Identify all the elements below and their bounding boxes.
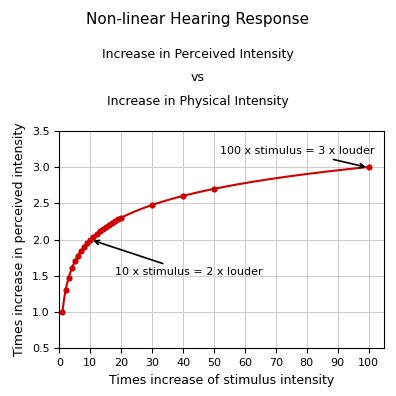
Point: [81, 244, 87, 250]
Point: [59, 309, 66, 315]
Text: Increase in Physical Intensity: Increase in Physical Intensity: [107, 95, 289, 108]
Point: [65, 274, 72, 281]
Point: [99, 226, 106, 232]
Point: [149, 202, 155, 208]
Point: [84, 240, 90, 246]
Text: vs: vs: [191, 71, 205, 84]
Text: Non-linear Hearing Response: Non-linear Hearing Response: [86, 12, 310, 27]
Point: [109, 220, 115, 226]
Text: Increase in Perceived Intensity: Increase in Perceived Intensity: [102, 48, 294, 61]
Point: [103, 224, 109, 230]
Point: [93, 230, 100, 237]
Point: [112, 218, 118, 224]
Point: [87, 236, 93, 243]
Point: [211, 186, 217, 192]
Point: [180, 193, 186, 199]
Point: [118, 215, 124, 221]
Point: [106, 222, 112, 228]
X-axis label: Times increase of stimulus intensity: Times increase of stimulus intensity: [109, 374, 334, 387]
Point: [72, 258, 78, 265]
Text: 100 x stimulus = 3 x louder: 100 x stimulus = 3 x louder: [220, 146, 375, 168]
Point: [78, 248, 84, 254]
Point: [63, 287, 69, 293]
Point: [366, 164, 372, 170]
Point: [69, 265, 75, 272]
Text: 10 x stimulus = 2 x louder: 10 x stimulus = 2 x louder: [95, 240, 263, 277]
Point: [90, 233, 97, 240]
Point: [115, 216, 121, 223]
Y-axis label: Times increase in perceived intensity: Times increase in perceived intensity: [13, 123, 27, 356]
Point: [97, 228, 103, 234]
Point: [75, 253, 81, 259]
